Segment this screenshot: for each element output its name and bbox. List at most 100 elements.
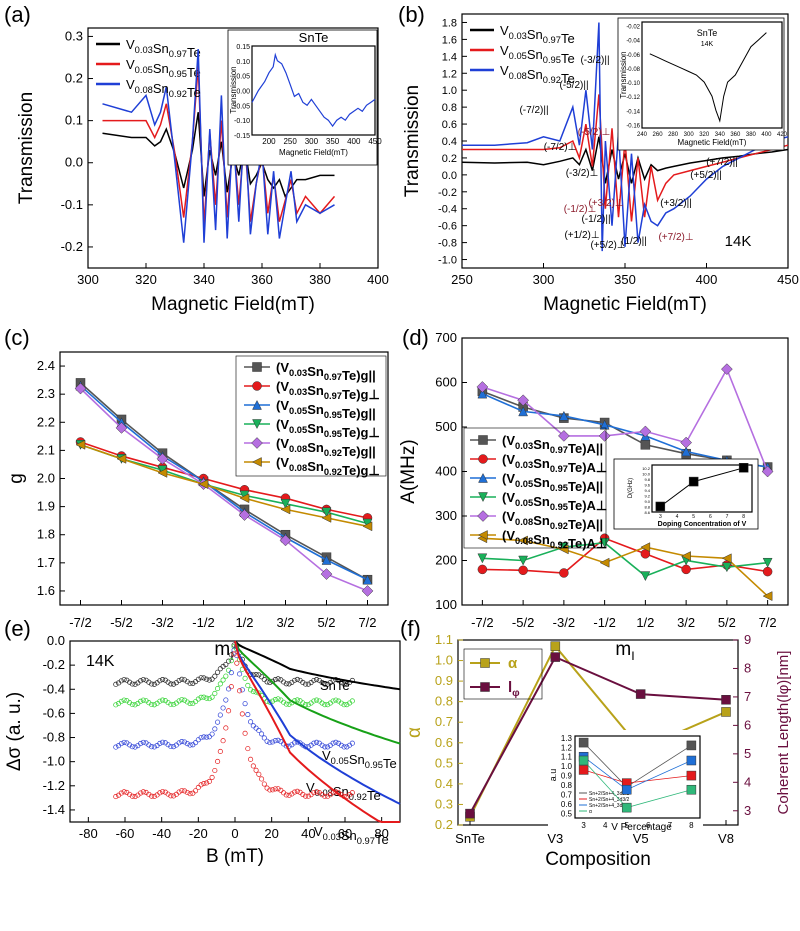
- x-tick-label: 450: [777, 272, 799, 287]
- data-point: [121, 739, 127, 745]
- legend-box-d: [463, 427, 607, 549]
- legend-marker-3: [478, 492, 488, 503]
- y-tick-label: -0.8: [43, 730, 65, 745]
- inset-f-ylabel: a.u: [548, 769, 558, 782]
- inset-b-ytick: -0.14: [626, 109, 640, 115]
- inset-a-ytick: 0.15: [236, 44, 250, 51]
- inset-a-xtick: 250: [283, 137, 297, 146]
- data-point: [204, 676, 210, 682]
- inset-f-xtick: 6: [646, 821, 651, 830]
- data-point: [305, 793, 311, 799]
- y-tick-label: 0.2: [65, 71, 83, 86]
- inset-a-xtick: 300: [305, 137, 319, 146]
- data-point: [245, 746, 251, 752]
- inset-f-point: [686, 770, 697, 781]
- data-point: [272, 696, 278, 703]
- series-points-3: [113, 651, 355, 800]
- data-point: [115, 422, 128, 434]
- data-point: [149, 793, 155, 799]
- y-tick-label: -1.0: [438, 255, 457, 267]
- x-tick-label: -7/2: [471, 615, 493, 630]
- data-point: [74, 382, 87, 395]
- data-point: [179, 676, 185, 682]
- data-point: [322, 744, 328, 750]
- data-point: [151, 681, 157, 687]
- panel-d-xlabel: mI: [615, 639, 634, 663]
- legend-marker-2: [252, 399, 262, 410]
- data-point: [226, 658, 232, 664]
- series-line-0: [461, 136, 789, 184]
- x-tick-label: V8: [718, 831, 734, 846]
- data-point: [179, 788, 185, 794]
- inset-b-xtick: 260: [653, 132, 664, 138]
- data-point: [275, 676, 281, 682]
- data-point: [721, 553, 732, 564]
- data-point: [220, 705, 226, 711]
- x-tick-label: 340: [193, 272, 215, 287]
- y-tick-label: 2.1: [37, 442, 55, 457]
- y-tick-label: 0.0: [47, 633, 65, 648]
- data-point: [146, 791, 152, 797]
- inset-d-xtick: 6: [709, 514, 712, 520]
- data-point: [250, 689, 256, 695]
- inset-d-ytick: 9.4: [644, 488, 650, 493]
- data-point: [248, 687, 254, 693]
- data-point: [256, 727, 262, 734]
- data-point: [311, 677, 317, 684]
- data-point: [314, 789, 320, 795]
- x-tick-label: -80: [79, 826, 98, 841]
- legend-label-1: (V0.03Sn0.97Te)g⊥: [276, 379, 380, 402]
- data-point: [118, 790, 124, 796]
- inset-f-legend-label-2: Sn+2/Sn+4_3d3/2: [589, 803, 630, 809]
- y-tick-label: 0.6: [435, 735, 453, 750]
- data-point: [558, 410, 569, 421]
- inset-f-ytick: 1.0: [561, 762, 573, 771]
- inset-d-point: [688, 476, 699, 487]
- data-point: [267, 699, 273, 705]
- panel-b-xlabel: Magnetic Field(mT): [543, 294, 707, 315]
- data-point: [349, 740, 355, 746]
- data-point: [762, 566, 773, 577]
- y-tick-label: 0.4: [442, 136, 457, 148]
- legend-label-0: V0.03Sn0.97Te: [500, 23, 575, 46]
- data-point: [165, 742, 171, 748]
- legend-label-2: (V0.05Sn0.95Te)A||: [502, 471, 603, 494]
- data-point: [286, 701, 292, 707]
- peak-annotation-7: (+1/2)⊥: [564, 230, 599, 241]
- panel-a-frame: [87, 27, 379, 269]
- data-point: [184, 789, 190, 796]
- x-tick-label: 40: [301, 826, 315, 841]
- inset-b-xtick: 420: [777, 132, 788, 138]
- data-point: [640, 542, 651, 553]
- x-tick-label: 350: [614, 272, 636, 287]
- data-point: [330, 740, 336, 746]
- legend-marker-4: [251, 437, 263, 449]
- series-line-2: [462, 22, 789, 252]
- y-tick-label: 1.7: [37, 555, 55, 570]
- y-tick-label: 1.8: [37, 527, 55, 542]
- fit-line-2: [234, 640, 401, 805]
- inset-d-xtick: 4: [676, 514, 679, 520]
- data-point: [311, 698, 317, 704]
- data-point: [226, 667, 232, 673]
- inset-a-xtick: 200: [262, 137, 276, 146]
- data-point: [201, 734, 207, 740]
- data-point: [157, 740, 163, 746]
- panel-b-temperature: 14K: [725, 233, 752, 250]
- panel-d-label: (d): [402, 325, 429, 350]
- peak-annotation-3: (-7/2)⊥: [544, 142, 577, 153]
- data-point: [242, 675, 248, 681]
- data-point: [209, 774, 215, 780]
- data-point: [165, 679, 171, 685]
- inset-a-ytick: -0.15: [234, 133, 250, 140]
- legend-marker-3: [252, 419, 262, 430]
- inset-f-xtick: 3: [581, 821, 586, 830]
- data-point: [325, 793, 331, 799]
- data-point: [292, 740, 298, 746]
- series-label-3: V0.03Sn0.97Te: [314, 824, 389, 847]
- legend-label-3: (V0.05Sn0.95Te)g⊥: [276, 417, 380, 440]
- inset-b-xtick: 320: [699, 132, 710, 138]
- data-point: [209, 694, 215, 700]
- data-point: [132, 744, 138, 750]
